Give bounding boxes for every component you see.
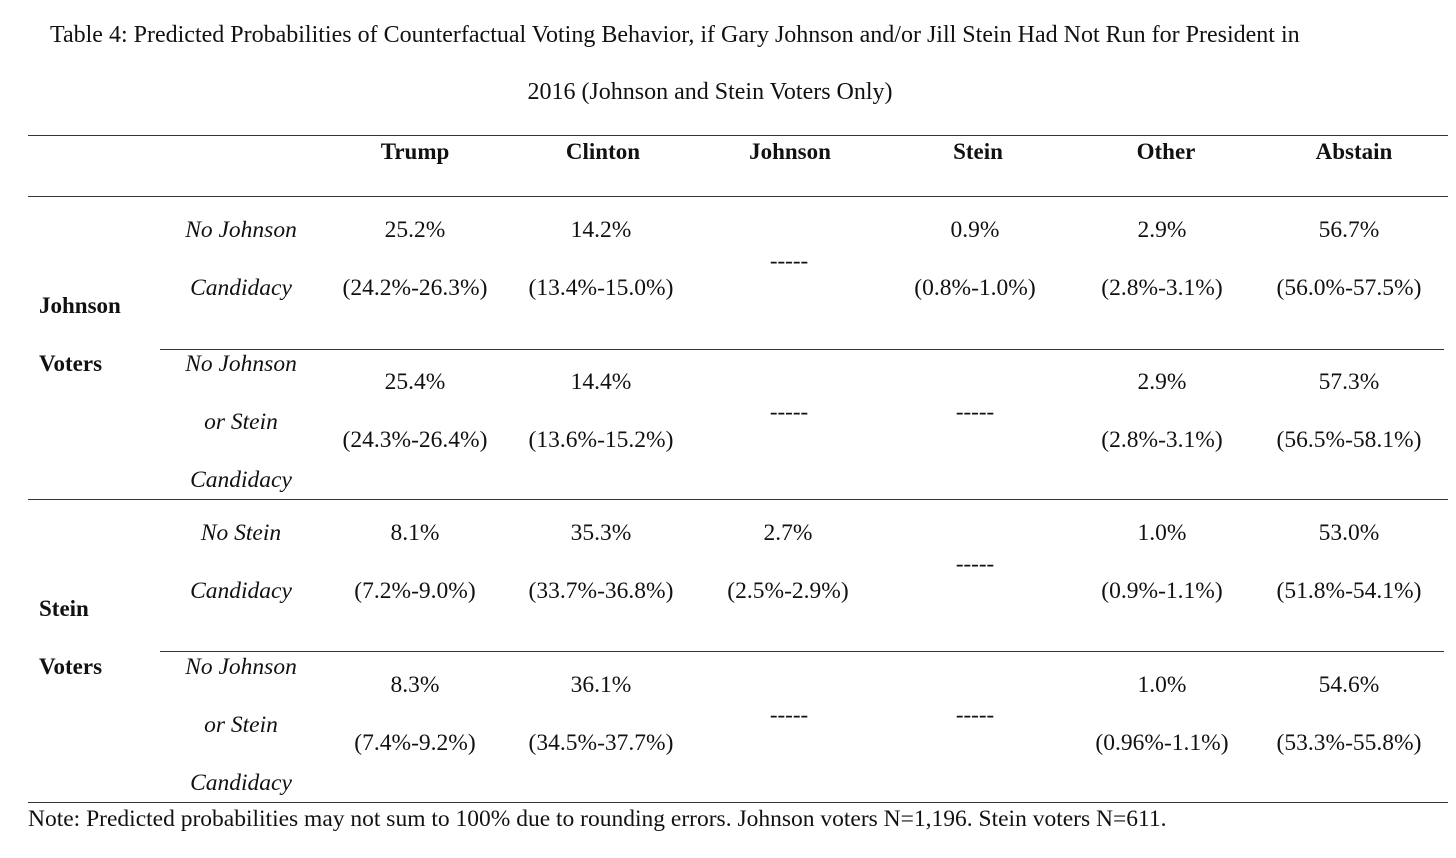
- cell-ci: (34.5%-37.7%): [528, 730, 674, 756]
- cell-ci: (24.3%-26.4%): [342, 427, 488, 453]
- header-bottom-rule: [28, 196, 1448, 197]
- table-bottom-rule: [28, 802, 1448, 803]
- row-condition-line: No Johnson: [185, 351, 297, 377]
- cell-value: 56.7%: [1318, 217, 1380, 243]
- row-condition-line: Candidacy: [190, 275, 292, 301]
- cell-ci: (53.3%-55.8%): [1276, 730, 1422, 756]
- cell-ci: (13.4%-15.0%): [528, 275, 674, 301]
- cell-ci: (51.8%-54.1%): [1276, 578, 1422, 604]
- cell-value: 25.2%: [384, 217, 446, 243]
- row-condition-line: or Stein: [204, 712, 278, 738]
- cell-dash: -----: [769, 399, 809, 424]
- cell-value: 1.0%: [1137, 672, 1187, 698]
- table-note: Note: Predicted probabilities may not su…: [28, 806, 1167, 832]
- row-condition-line: or Stein: [204, 409, 278, 435]
- group-separator-rule: [28, 499, 1448, 500]
- group-label-johnson-voters-line-1: Johnson: [39, 293, 121, 318]
- cell-value: 14.2%: [570, 217, 632, 243]
- cell-ci: (24.2%-26.3%): [342, 275, 488, 301]
- cell-ci: (0.96%-1.1%): [1095, 730, 1229, 756]
- cell-dash: -----: [769, 248, 809, 273]
- column-header-other: Other: [1136, 139, 1196, 164]
- cell-value: 0.9%: [950, 217, 1000, 243]
- group-label-stein-voters-line-2: Voters: [39, 654, 103, 679]
- row-condition-line: Candidacy: [190, 578, 292, 604]
- cell-ci: (33.7%-36.8%): [528, 578, 674, 604]
- cell-value: 2.9%: [1137, 369, 1187, 395]
- group-label-johnson-voters-line-2: Voters: [39, 351, 103, 376]
- row-condition-line: No Johnson: [185, 654, 297, 680]
- cell-value: 35.3%: [570, 520, 632, 546]
- cell-ci: (2.8%-3.1%): [1101, 275, 1223, 301]
- cell-ci: (0.8%-1.0%): [914, 275, 1036, 301]
- row-condition-line: No Johnson: [185, 217, 297, 243]
- cell-ci: (13.6%-15.2%): [528, 427, 674, 453]
- cell-ci: (7.2%-9.0%): [354, 578, 476, 604]
- column-header-clinton: Clinton: [565, 139, 641, 164]
- table-title-line-2: 2016 (Johnson and Stein Voters Only): [527, 79, 893, 105]
- cell-value: 54.6%: [1318, 672, 1380, 698]
- column-header-johnson: Johnson: [749, 139, 831, 164]
- cell-dash: -----: [769, 702, 809, 727]
- cell-value: 2.9%: [1137, 217, 1187, 243]
- cell-dash: -----: [955, 399, 995, 424]
- cell-ci: (56.5%-58.1%): [1276, 427, 1422, 453]
- column-header-stein: Stein: [953, 139, 1003, 164]
- table-title-line-1: Table 4: Predicted Probabilities of Coun…: [50, 22, 1300, 48]
- cell-value: 25.4%: [384, 369, 446, 395]
- cell-value: 1.0%: [1137, 520, 1187, 546]
- cell-value: 8.3%: [390, 672, 440, 698]
- cell-value: 14.4%: [570, 369, 632, 395]
- column-header-abstain: Abstain: [1315, 139, 1393, 164]
- row-condition-line: Candidacy: [190, 467, 292, 493]
- cell-dash: -----: [955, 551, 995, 576]
- cell-value: 53.0%: [1318, 520, 1380, 546]
- cell-ci: (56.0%-57.5%): [1276, 275, 1422, 301]
- stein-inner-rule: [160, 651, 1444, 652]
- cell-ci: (7.4%-9.2%): [354, 730, 476, 756]
- johnson-inner-rule: [160, 349, 1444, 350]
- cell-ci: (2.5%-2.9%): [727, 578, 849, 604]
- cell-value: 8.1%: [390, 520, 440, 546]
- row-condition-line: No Stein: [200, 520, 282, 546]
- group-label-stein-voters-line-1: Stein: [39, 596, 89, 621]
- row-condition-line: Candidacy: [190, 770, 292, 796]
- cell-ci: (2.8%-3.1%): [1101, 427, 1223, 453]
- cell-value: 57.3%: [1318, 369, 1380, 395]
- table-top-rule: [28, 135, 1448, 136]
- cell-value: 36.1%: [570, 672, 632, 698]
- cell-dash: -----: [955, 702, 995, 727]
- cell-value: 2.7%: [763, 520, 813, 546]
- cell-ci: (0.9%-1.1%): [1101, 578, 1223, 604]
- column-header-trump: Trump: [380, 139, 450, 164]
